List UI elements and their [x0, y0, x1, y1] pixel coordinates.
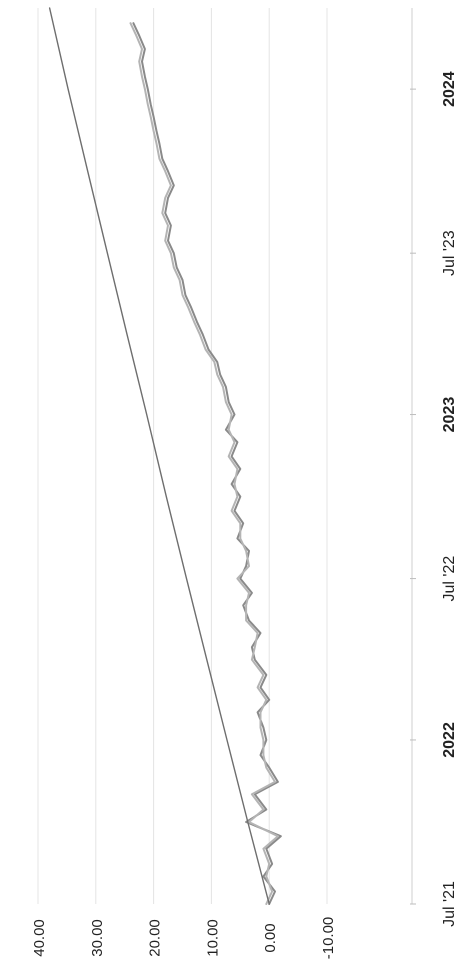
- x-tick-label: 2022: [441, 722, 458, 758]
- x-tick-label: 2023: [441, 397, 458, 433]
- series-line: [129, 22, 279, 905]
- series-line: [48, 7, 270, 905]
- y-tick-label: 0.00: [262, 923, 279, 952]
- y-tick-label: 40.00: [31, 919, 48, 957]
- series-group: [48, 7, 282, 905]
- x-tick-label: Jul '22: [441, 556, 458, 602]
- x-tick-label: 2024: [441, 71, 458, 107]
- x-tick-label: Jul '21: [441, 881, 458, 927]
- y-tick-label: 10.00: [204, 919, 221, 957]
- series-line: [132, 22, 282, 905]
- y-tick-label: 20.00: [147, 919, 164, 957]
- x-tick-label: Jul '23: [441, 230, 458, 276]
- x-axis: Jul '21 2022 Jul '22 2023 Jul '23 2024: [410, 8, 458, 927]
- y-tick-label: -10.00: [320, 917, 337, 960]
- y-tick-label: 30.00: [89, 919, 106, 957]
- y-axis: -10.00 0.00 10.00 20.00 30.00 40.00: [31, 917, 337, 960]
- grid: [37, 8, 328, 904]
